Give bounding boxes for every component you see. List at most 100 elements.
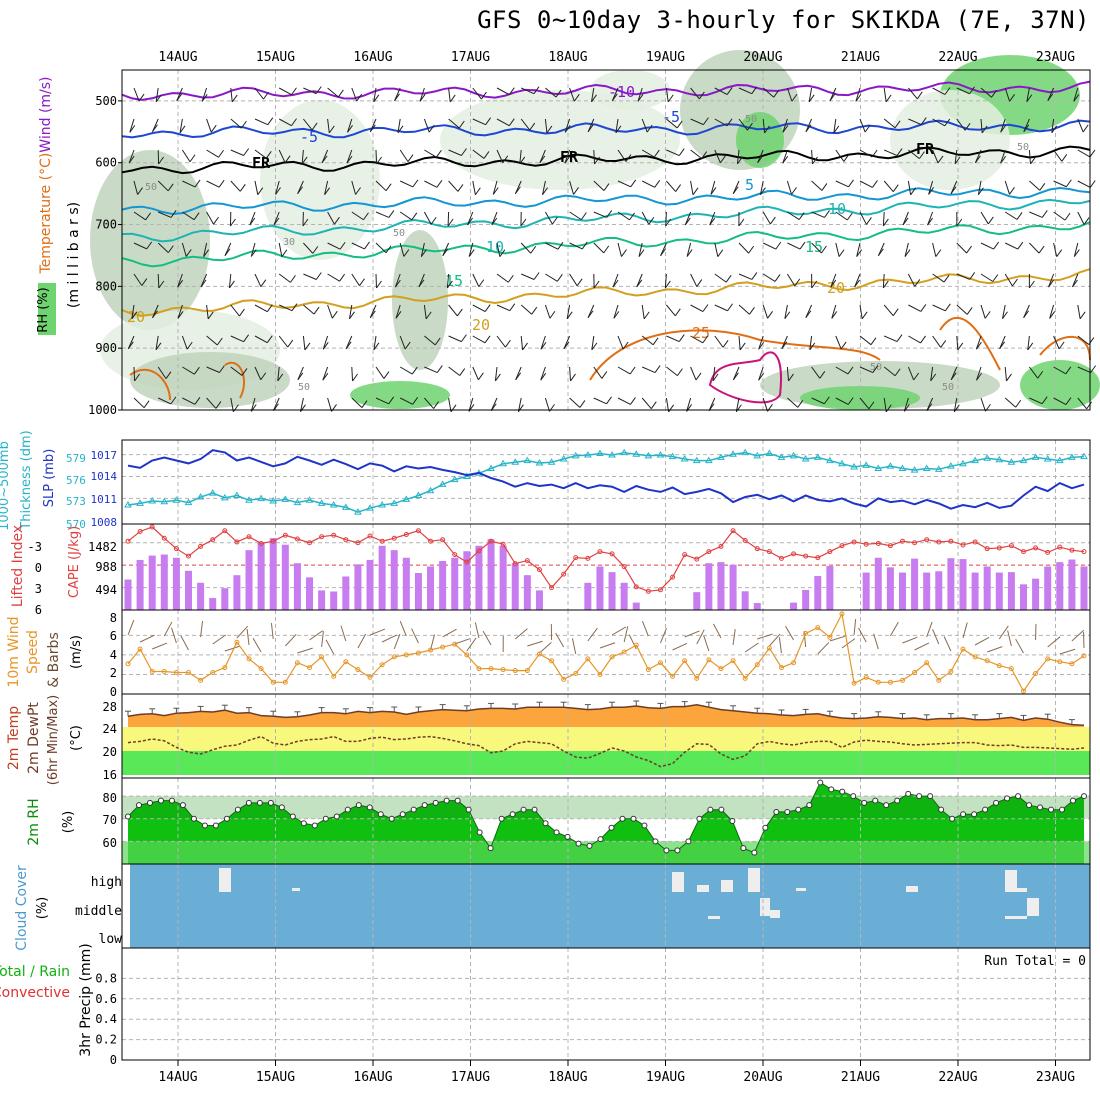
wind-barb-flag (885, 404, 892, 413)
wind-barb (1077, 118, 1084, 133)
wind-barb (666, 118, 678, 129)
wind-barb-flag (652, 337, 659, 346)
date-label-bottom: 21AUG (841, 1070, 880, 1085)
wind-barb-flag (950, 372, 957, 381)
rh2-marker (355, 802, 362, 809)
rh2-marker (707, 806, 714, 813)
wind-barb (835, 397, 849, 405)
wind-barb-flag (551, 216, 558, 225)
temp-title-label: 2m Temp (6, 706, 22, 770)
wind-barb-flag (458, 120, 465, 129)
date-label-bottom: 22AUG (938, 1070, 977, 1085)
isotherm-line (121, 80, 1091, 101)
rh2-marker (674, 847, 681, 854)
upper-unit-label: (m i l l i b a r s) (66, 202, 82, 308)
wind-barb-flag (630, 179, 637, 188)
wind-barb (544, 211, 553, 225)
wind-barb-flag (587, 310, 594, 319)
wind-barb-flag (564, 155, 571, 164)
contour-label: 50 (942, 382, 954, 393)
wind-barb (375, 242, 387, 254)
wind-barb (932, 87, 946, 95)
wind-barb-flag (291, 303, 298, 311)
rh2-tick-label: 80 (103, 791, 117, 805)
wind-barb (854, 273, 861, 288)
wind-barb-flag (363, 212, 369, 221)
wind-barb (833, 118, 837, 133)
cape-bar (233, 575, 241, 610)
wind-barb-flag (920, 304, 927, 312)
wind-title-label: 10m Wind (6, 616, 22, 687)
lifted-index-marker (173, 546, 179, 552)
wind-barb-flag (1027, 342, 1034, 351)
cloud-bar (796, 888, 806, 891)
isotherm-line (121, 145, 1091, 175)
wind-barb (1077, 180, 1091, 188)
cloud-level-label: high (91, 875, 122, 890)
rh2-marker (685, 838, 692, 845)
rh2-marker (630, 815, 637, 822)
wind-barb (786, 366, 789, 381)
wind-barb (357, 633, 367, 649)
wind-barb-flag (637, 94, 644, 102)
cloud-level-label: middle (75, 904, 122, 919)
wind-barb (778, 637, 782, 654)
wind-speed-marker (609, 654, 615, 660)
temp-fill (128, 704, 1084, 727)
wind-barb (768, 633, 781, 647)
thickness-marker (390, 499, 399, 506)
wind-barb (297, 647, 313, 654)
lifted-index-marker (778, 555, 784, 561)
wind-barb (591, 87, 595, 102)
thickness-marker (813, 453, 822, 460)
wind-barb (817, 642, 830, 655)
wind-barb (613, 304, 619, 319)
cape-bar (269, 538, 277, 610)
wind-barb (180, 635, 189, 651)
lifted-index-marker (428, 538, 434, 544)
cape-bar (862, 572, 870, 610)
cape-tick-label: 494 (95, 583, 117, 597)
wind-barb-flag (436, 179, 443, 188)
cape-bar (330, 591, 338, 610)
wind-barb-flag (533, 86, 540, 94)
wind-barb-flag (601, 371, 608, 379)
wind-barb (666, 335, 680, 343)
contour-label: 50 (145, 182, 157, 193)
wind-barb-flag (781, 341, 788, 350)
lifted-index-marker (149, 524, 155, 530)
cape-bar (463, 551, 471, 610)
wind-barb (569, 366, 572, 382)
lifted-index-marker (803, 553, 809, 559)
wind-speed-marker (573, 670, 579, 676)
wind-barb-flag (1064, 212, 1071, 221)
wind-barb (545, 87, 557, 98)
wind-barb (254, 87, 264, 100)
wind-barb (930, 366, 934, 381)
lifted-index-marker (319, 534, 325, 540)
wind-barb-flag (791, 93, 798, 102)
wind-barb-flag (219, 365, 225, 373)
thickness-marker (632, 450, 641, 457)
wind-barb (424, 397, 434, 409)
lifted-index-marker (645, 588, 651, 594)
rh2-marker (487, 845, 494, 852)
wind-barb (684, 630, 700, 638)
wind-barb-flag (275, 187, 281, 195)
wind-speed-marker (415, 650, 421, 656)
wind-barb-flag (1026, 94, 1033, 103)
wind-barb-flag (459, 368, 466, 376)
rh2-marker (949, 815, 956, 822)
wind-barb-flag (301, 156, 308, 165)
wind-barb-flag (885, 94, 892, 103)
wind-barb-flag (1049, 311, 1056, 319)
cape-title-label: CAPE (J/kg) (67, 526, 82, 598)
wind-barb-flag (993, 241, 1000, 250)
wind-barb (569, 211, 582, 221)
cloud-bar (1005, 916, 1027, 919)
wind-barb (980, 211, 989, 225)
wind-barb (322, 366, 329, 381)
wind-barb-flag (830, 279, 837, 288)
wind-barb (303, 242, 314, 254)
date-label-bottom: 20AUG (743, 1070, 782, 1085)
